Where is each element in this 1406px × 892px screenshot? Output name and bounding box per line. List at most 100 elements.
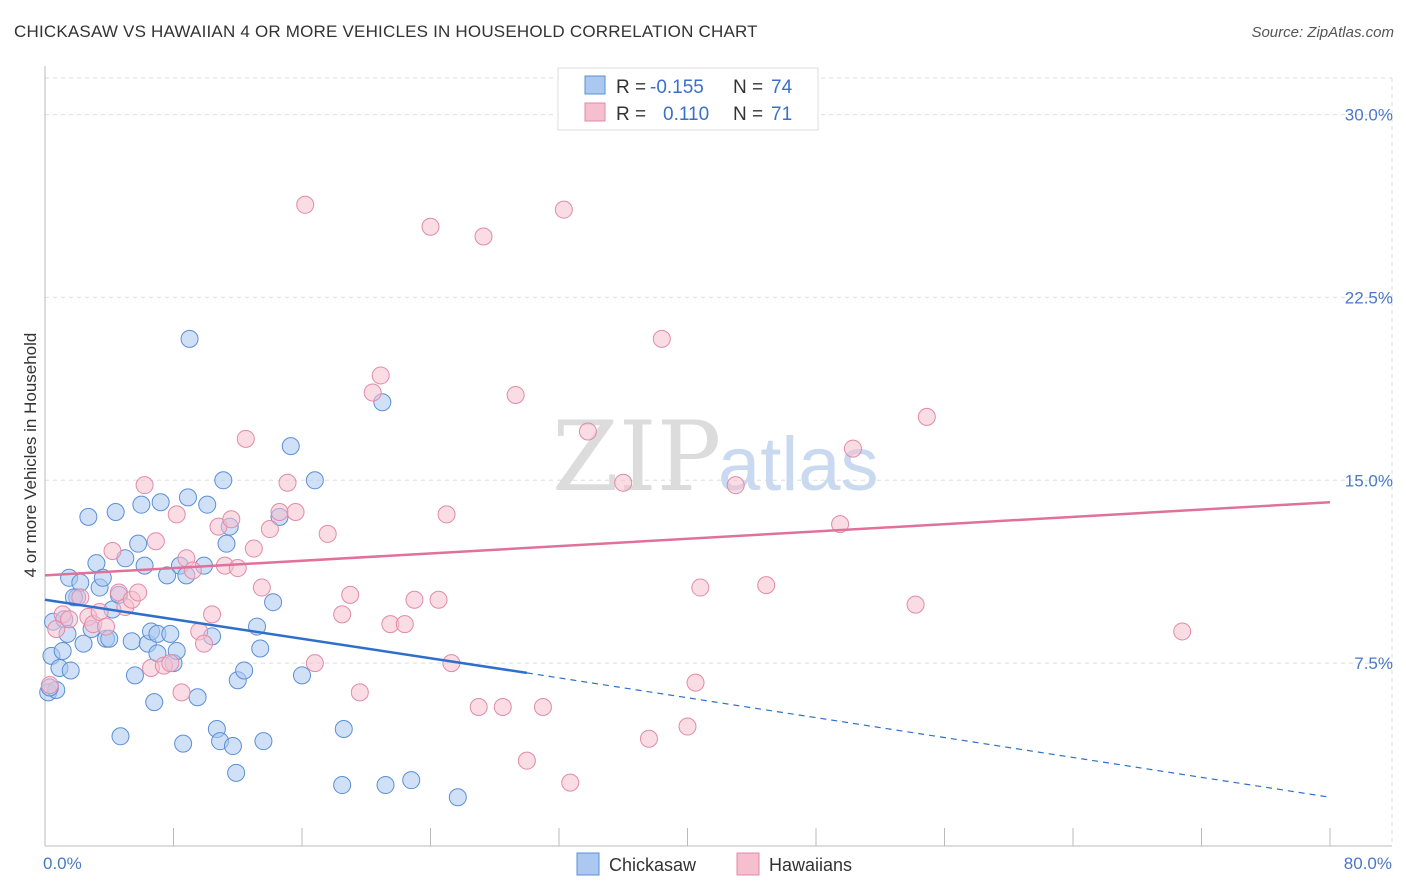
point-hawaiian-73 — [1173, 622, 1192, 641]
point-chickasaw-37 — [161, 624, 180, 643]
y-tick-label-1: 15.0% — [1345, 471, 1393, 490]
point-hawaiian-41 — [341, 585, 360, 604]
point-hawaiian-71 — [906, 595, 925, 614]
legend-n-label-hawaiian: N = — [733, 104, 763, 125]
point-hawaiian-69 — [831, 515, 850, 534]
point-chickasaw-61 — [264, 593, 283, 612]
point-hawaiian-63 — [652, 329, 671, 348]
point-hawaiian-36 — [286, 502, 305, 521]
point-hawaiian-24 — [195, 634, 214, 653]
point-hawaiian-60 — [578, 422, 597, 441]
legend-r-label-hawaiian: R = — [616, 104, 646, 125]
y-tick-label-0: 7.5% — [1354, 654, 1393, 673]
point-chickasaw-13 — [79, 507, 98, 526]
point-chickasaw-34 — [151, 493, 170, 512]
bottom-legend: Chickasaw Hawaiians — [576, 852, 852, 876]
point-hawaiian-55 — [506, 385, 525, 404]
point-hawaiian-20 — [172, 683, 191, 702]
point-hawaiian-16 — [146, 532, 165, 551]
point-chickasaw-47 — [198, 495, 217, 514]
point-chickasaw-55 — [227, 763, 246, 782]
trend-line-hawaiian — [44, 500, 1331, 577]
point-hawaiian-58 — [554, 200, 573, 219]
bottom-legend-label-chickasaw: Chickasaw — [609, 855, 697, 875]
point-chickasaw-9 — [61, 661, 80, 680]
legend-swatch-hawaiian — [584, 102, 606, 122]
point-hawaiian-30 — [236, 429, 255, 448]
point-chickasaw-30 — [135, 556, 154, 575]
point-hawaiian-37 — [296, 195, 315, 214]
watermark-zip: ZIP — [552, 401, 721, 513]
point-chickasaw-71 — [448, 788, 467, 807]
point-hawaiian-22 — [183, 561, 202, 580]
chart-source: Source: ZipAtlas.com — [1251, 24, 1394, 41]
point-hawaiian-42 — [350, 683, 369, 702]
point-chickasaw-70 — [402, 771, 421, 790]
point-hawaiian-72 — [917, 407, 936, 426]
trend-lines — [44, 500, 1331, 798]
point-hawaiian-35 — [278, 473, 297, 492]
point-hawaiian-32 — [252, 578, 271, 597]
point-hawaiian-25 — [203, 605, 222, 624]
point-chickasaw-54 — [223, 737, 242, 756]
point-hawaiian-8 — [97, 617, 116, 636]
point-chickasaw-44 — [180, 329, 199, 348]
point-chickasaw-32 — [145, 693, 164, 712]
point-hawaiian-44 — [371, 366, 390, 385]
point-hawaiian-49 — [429, 590, 448, 609]
point-hawaiian-68 — [757, 576, 776, 595]
point-hawaiian-64 — [678, 717, 697, 736]
legend-box: R = -0.155 N = 74 R = 0.110 N = 71 — [557, 67, 819, 131]
watermark-atlas: atlas — [718, 422, 879, 507]
point-hawaiian-67 — [726, 476, 745, 495]
point-hawaiian-33 — [260, 520, 279, 539]
point-chickasaw-69 — [376, 776, 395, 795]
point-hawaiian-18 — [161, 654, 180, 673]
point-chickasaw-12 — [74, 634, 93, 653]
legend-n-label-chickasaw: N = — [733, 77, 763, 98]
point-hawaiian-19 — [167, 505, 186, 524]
point-chickasaw-60 — [254, 732, 273, 751]
point-chickasaw-36 — [158, 566, 177, 585]
grid-lines — [45, 77, 1393, 846]
point-hawaiian-43 — [363, 383, 382, 402]
point-hawaiian-38 — [305, 654, 324, 673]
point-chickasaw-21 — [106, 502, 125, 521]
point-chickasaw-52 — [217, 534, 236, 553]
y-tick-label-3: 30.0% — [1345, 106, 1393, 125]
point-hawaiian-31 — [244, 539, 263, 558]
legend-swatch-chickasaw — [584, 75, 606, 95]
point-hawaiian-40 — [333, 605, 352, 624]
point-hawaiian-3 — [60, 610, 79, 629]
x-tick-label-0: 0.0% — [43, 854, 82, 873]
trend-line-chickasaw — [44, 598, 528, 675]
point-hawaiian-29 — [228, 559, 247, 578]
legend-r-label-chickasaw: R = — [616, 77, 646, 98]
watermark: ZIP atlas — [552, 401, 879, 513]
point-hawaiian-59 — [561, 773, 580, 792]
point-hawaiian-48 — [421, 217, 440, 236]
point-chickasaw-5 — [53, 641, 72, 660]
bottom-legend-swatch-chickasaw — [576, 852, 600, 876]
point-chickasaw-43 — [178, 488, 197, 507]
point-chickasaw-66 — [333, 776, 352, 795]
point-hawaiian-13 — [129, 583, 148, 602]
point-chickasaw-51 — [214, 471, 233, 490]
point-chickasaw-25 — [122, 632, 141, 651]
point-hawaiian-62 — [639, 729, 658, 748]
point-hawaiian-54 — [493, 698, 512, 717]
point-hawaiian-14 — [135, 476, 154, 495]
point-hawaiian-46 — [395, 615, 414, 634]
y-axis-label: 4 or more Vehicles in Household — [21, 333, 40, 578]
point-chickasaw-28 — [132, 495, 151, 514]
bottom-legend-swatch-hawaiian — [736, 852, 760, 876]
bottom-legend-label-hawaiian: Hawaiians — [769, 855, 852, 875]
point-hawaiian-9 — [103, 541, 122, 560]
point-chickasaw-57 — [235, 661, 254, 680]
legend-r-value-hawaiian: 0.110 — [663, 104, 709, 125]
point-hawaiian-66 — [691, 578, 710, 597]
point-hawaiian-0 — [40, 676, 59, 695]
point-hawaiian-57 — [533, 698, 552, 717]
point-chickasaw-65 — [305, 471, 324, 490]
